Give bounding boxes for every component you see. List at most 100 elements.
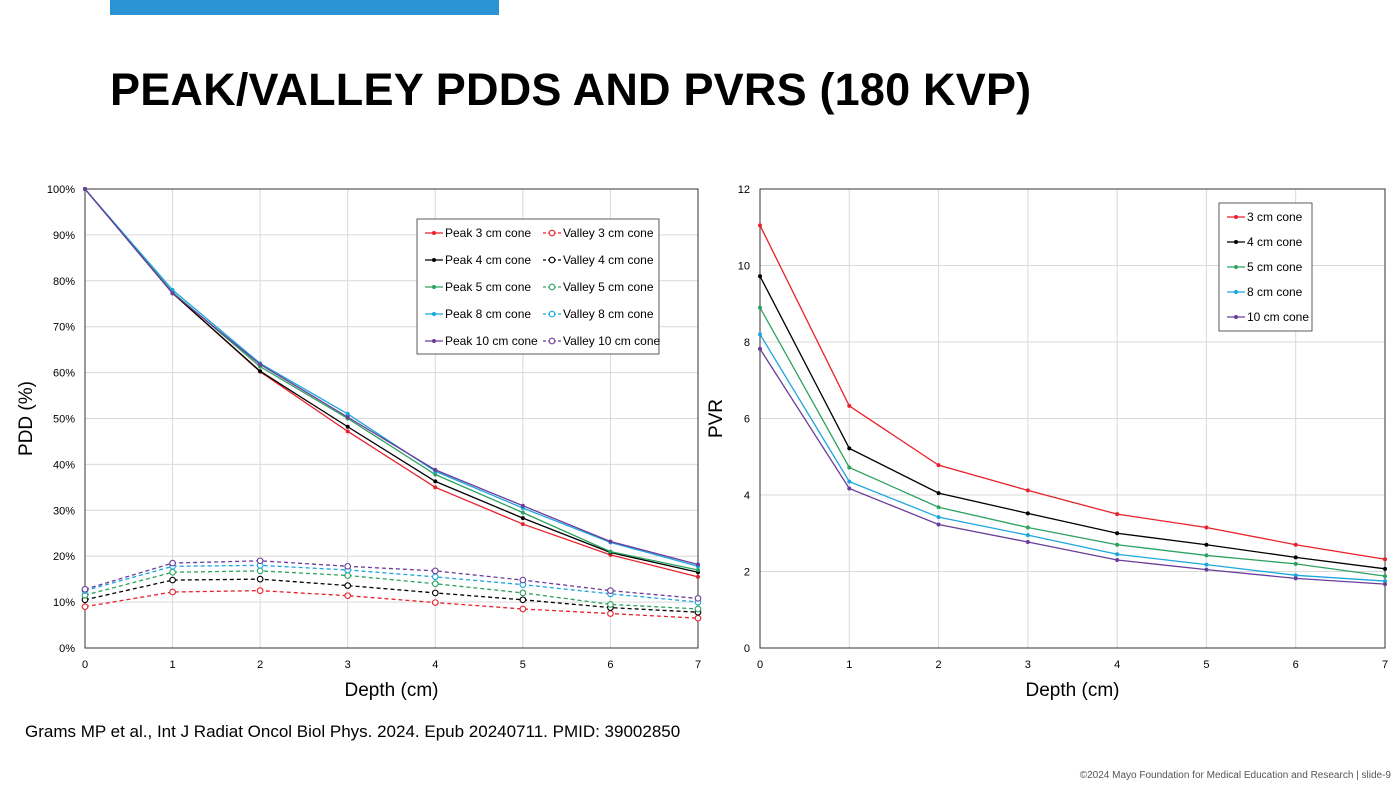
x-tick-label: 3 (345, 659, 351, 671)
footer: ©2024 Mayo Foundation for Medical Educat… (1079, 770, 1391, 781)
data-point (1204, 525, 1209, 530)
legend-entry: Valley 3 cm cone (563, 226, 654, 240)
data-point (431, 573, 439, 581)
data-point (936, 505, 941, 510)
data-point (1204, 542, 1209, 547)
data-point (936, 463, 941, 468)
pvr-chart: 0 2 4 6 8 10 12 0 1 2 3 4 5 6 7 Depth (cm) PVR 3 cm cone 4… (700, 175, 1399, 710)
y-axis-label: PVR (706, 399, 727, 438)
data-point (520, 503, 525, 508)
data-point (256, 587, 264, 594)
series-line (759, 348, 1386, 585)
data-point (1025, 533, 1030, 538)
series-line (84, 589, 699, 619)
legend-marker (1234, 265, 1238, 269)
data-point (431, 599, 439, 606)
legend-entry: 4 cm cone (1247, 235, 1303, 249)
y-tick-label: 10% (53, 597, 75, 609)
data-point (1383, 574, 1387, 579)
data-point (758, 305, 762, 310)
data-point (519, 605, 527, 613)
data-point (607, 601, 614, 608)
data-point (758, 346, 762, 351)
data-point (345, 424, 350, 429)
data-point (1293, 576, 1298, 581)
data-point (519, 596, 527, 604)
data-point (345, 415, 350, 420)
data-point (344, 562, 352, 570)
y-axis-label: PDD (%) (16, 381, 37, 456)
pdd-chart-svg: 0% 10% 20% 30% 40% 50% 60% 70% 80% 90% 100% 0 1 2 3 4 5 6… (16, 184, 702, 701)
legend-entry: Peak 8 cm cone (445, 307, 531, 321)
legend-marker (432, 312, 436, 316)
series-line (84, 188, 699, 567)
slide-title: PEAK/VALLEY PDDS AND PVRS (180 KVP) (110, 64, 1032, 115)
x-tick-label: 1 (846, 659, 852, 671)
data-point (1293, 561, 1298, 566)
data-point (1204, 553, 1209, 558)
data-point (1293, 542, 1298, 547)
series-line (759, 275, 1386, 570)
legend-marker (548, 310, 556, 318)
data-point (847, 479, 852, 484)
data-point (1025, 525, 1030, 530)
data-point (433, 485, 438, 490)
data-point (847, 446, 852, 451)
legend-box (416, 218, 660, 355)
data-point (256, 557, 264, 565)
legend-entry: 3 cm cone (1247, 210, 1303, 224)
data-point (169, 576, 176, 584)
data-point (1383, 566, 1387, 571)
y-tick-label: 70% (53, 322, 75, 334)
legend-entry: Peak 4 cm cone (445, 253, 531, 267)
legend-entry: Peak 3 cm cone (445, 226, 531, 240)
legend-marker (1234, 240, 1238, 244)
y-tick-label: 4 (744, 490, 750, 502)
x-tick-label: 6 (607, 659, 613, 671)
data-point (433, 467, 438, 472)
data-point (1204, 567, 1209, 572)
x-tick-label: 6 (1293, 659, 1299, 671)
pdd-chart: 0% 10% 20% 30% 40% 50% 60% 70% 80% 90% 100% 0 1 2 3 4 5 6… (10, 175, 715, 710)
legend-marker (432, 285, 436, 289)
x-axis-label: Depth (cm) (345, 680, 439, 701)
data-point (345, 429, 350, 434)
plot-frame (759, 188, 1386, 649)
legend-marker (1234, 290, 1238, 294)
data-point (936, 515, 941, 520)
data-point (1383, 557, 1387, 562)
data-point (936, 491, 941, 496)
data-point (433, 472, 438, 477)
legend-entry: Valley 8 cm cone (563, 307, 654, 321)
data-point (936, 522, 941, 527)
data-point (1025, 511, 1030, 516)
series-line (84, 188, 699, 566)
data-point (520, 516, 525, 521)
x-tick-label: 0 (82, 659, 88, 671)
y-tick-label: 40% (53, 459, 75, 471)
x-tick-label: 1 (170, 659, 176, 671)
data-point (1025, 540, 1030, 545)
legend-marker (548, 256, 556, 264)
y-tick-label: 6 (744, 414, 750, 426)
x-tick-label: 5 (1203, 659, 1209, 671)
legend-marker (548, 229, 556, 237)
y-tick-label: 60% (53, 368, 75, 380)
series-line (84, 560, 699, 600)
legend-entry: Peak 5 cm cone (445, 280, 531, 294)
legend-entry: 5 cm cone (1247, 260, 1303, 274)
legend-marker (432, 339, 436, 343)
data-point (83, 187, 87, 191)
legend-marker (548, 283, 556, 291)
data-point (696, 562, 700, 567)
data-point (1115, 542, 1120, 547)
data-point (847, 465, 852, 470)
data-point (1025, 488, 1030, 493)
legend-marker (1234, 315, 1238, 319)
data-point (169, 588, 176, 596)
accent-bar (110, 0, 499, 15)
y-tick-label: 0% (59, 643, 75, 655)
citation: Grams MP et al., Int J Radiat Oncol Biol… (25, 722, 681, 741)
data-point (169, 559, 176, 567)
data-point (431, 580, 439, 588)
